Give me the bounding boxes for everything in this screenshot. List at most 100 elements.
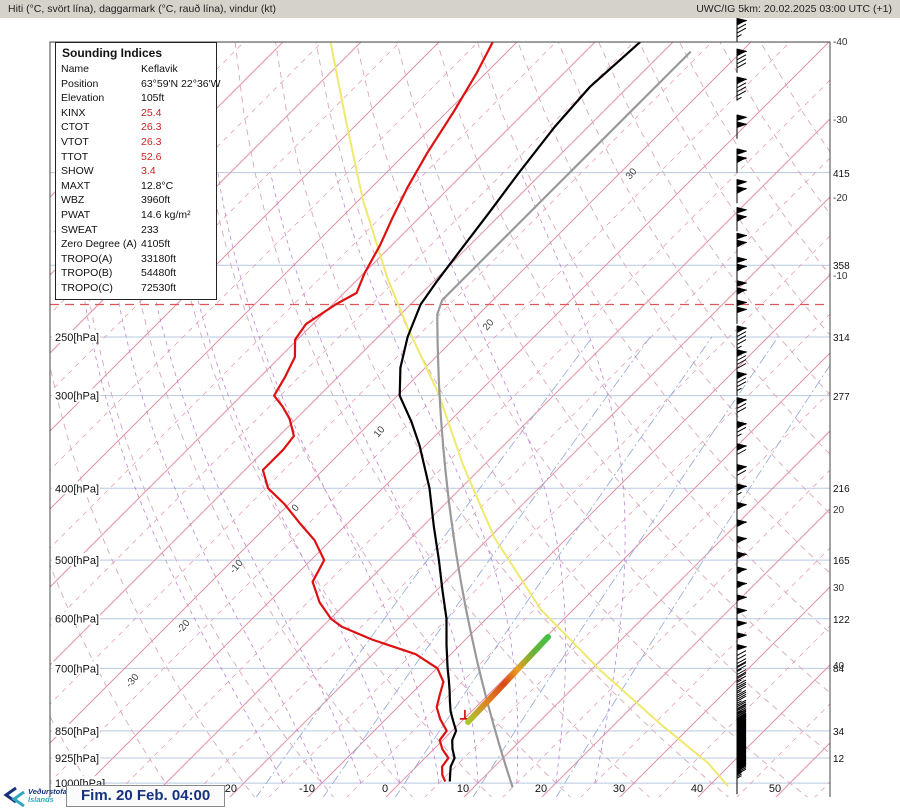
bottom-temp-label: 50 xyxy=(769,783,781,795)
index-label: SWEAT xyxy=(61,223,98,236)
bottom-temp-label: 20 xyxy=(535,783,547,795)
index-row: CTOT 26.3 xyxy=(56,120,216,135)
index-value: 3960ft xyxy=(141,194,171,207)
wind-barb xyxy=(736,206,748,232)
adiabat-label: 30 xyxy=(624,166,640,182)
index-label: WBZ xyxy=(61,194,85,207)
indices-rows: Name Keflavik Position 63°59'N 22°36'W Eleva… xyxy=(56,62,221,296)
index-value: 233 xyxy=(141,223,159,236)
wind-barb xyxy=(736,114,748,139)
moist-adiabat-lines xyxy=(71,172,626,784)
right-height-label: 34 xyxy=(833,727,845,738)
right-height-label: 415 xyxy=(833,169,850,180)
index-value: 26.3 xyxy=(141,121,162,134)
index-value: 105ft xyxy=(141,92,165,105)
pressure-label: 600[hPa] xyxy=(55,614,99,626)
index-value: 52.6 xyxy=(141,150,162,163)
index-label: PWAT xyxy=(61,208,91,221)
logo-text: Veðurstofa Íslands xyxy=(28,788,67,804)
icao-standard-atmosphere-line xyxy=(436,50,692,788)
index-value: 3.4 xyxy=(141,165,156,178)
index-row: MAXT 12.8°C xyxy=(56,179,216,194)
right-temp-label: 20 xyxy=(833,505,845,516)
index-value: Keflavik xyxy=(141,63,178,75)
index-label: TROPO(C) xyxy=(61,281,113,294)
index-value: 12.8°C xyxy=(141,179,174,192)
bottom-temp-label: 40 xyxy=(691,783,703,795)
wind-barb xyxy=(736,17,748,43)
reference-curve-yellow-line xyxy=(329,42,729,787)
index-value: 63°59'N 22°36'W xyxy=(141,77,221,90)
index-label: KINX xyxy=(61,106,86,119)
pressure-label: 925[hPa] xyxy=(55,753,99,765)
index-row: SHOW 3.4 xyxy=(56,164,216,179)
hodograph-trace xyxy=(465,634,551,725)
right-height-label: 12 xyxy=(833,754,845,765)
right-height-label: 314 xyxy=(833,333,850,344)
wind-barb xyxy=(736,397,748,422)
wind-barb xyxy=(736,232,748,257)
dry-adiabat-lines xyxy=(50,42,830,798)
legend-text: Hiti (°C, svört lína), daggarmark (°C, r… xyxy=(8,3,277,15)
index-value: 4105ft xyxy=(141,238,171,251)
right-height-label: 84 xyxy=(833,664,845,675)
dewpoint-line xyxy=(261,42,494,782)
top-bar: Hiti (°C, svört lína), daggarmark (°C, r… xyxy=(0,0,900,18)
right-height-label: 165 xyxy=(833,556,850,567)
index-row: PWAT 14.6 kg/m² xyxy=(56,208,216,223)
right-temp-label: -30 xyxy=(833,115,848,126)
sounding-indices-panel: Sounding Indices Name Keflavik Position 63°… xyxy=(55,42,221,300)
right-height-label: 122 xyxy=(833,615,850,626)
pressure-label: 400[hPa] xyxy=(55,483,99,495)
index-label: TTOT xyxy=(61,150,89,163)
index-label: TROPO(B) xyxy=(61,267,113,280)
wind-barb xyxy=(736,325,748,350)
index-row: VTOT 26.3 xyxy=(56,135,216,150)
index-label: Elevation xyxy=(61,92,105,105)
adiabat-label: 20 xyxy=(481,317,497,333)
wind-barb xyxy=(736,650,747,680)
wind-barb xyxy=(736,76,748,101)
right-height-label: 358 xyxy=(833,261,850,272)
wind-barb xyxy=(736,299,748,324)
pressure-label: 500[hPa] xyxy=(55,555,99,567)
pressure-label: 300[hPa] xyxy=(55,391,99,403)
wind-barb xyxy=(736,48,748,73)
adiabat-label: 10 xyxy=(372,424,388,440)
wind-barb xyxy=(736,349,748,374)
logo-arrows-icon xyxy=(3,786,25,807)
index-row: TROPO(C) 72530ft xyxy=(56,281,216,296)
wind-barb xyxy=(736,148,748,173)
index-label: SHOW xyxy=(61,165,94,178)
pressure-label: 700[hPa] xyxy=(55,663,99,675)
index-label: Position xyxy=(61,77,99,90)
wind-barb xyxy=(736,594,748,619)
indices-title: Sounding Indices xyxy=(62,46,163,60)
bottom-temp-label: 0 xyxy=(382,783,388,795)
index-row: TTOT 52.6 xyxy=(56,150,216,165)
index-row: Position 63°59'N 22°36'W xyxy=(56,77,221,92)
axis-labels: 250[hPa] 300[hPa] 400[hPa] 500[hPa] 600[hPa]… xyxy=(52,37,850,795)
bottom-temp-label: 10 xyxy=(457,783,469,795)
right-temp-label: -10 xyxy=(833,271,848,282)
right-height-label: 277 xyxy=(833,392,850,403)
adiabat-label: -30 xyxy=(124,671,142,689)
index-label: VTOT xyxy=(61,135,89,148)
index-row: Zero Degree (A) 4105ft xyxy=(56,237,216,252)
index-label: CTOT xyxy=(61,121,90,134)
footer-strip xyxy=(0,797,900,808)
index-row: TROPO(A) 33180ft xyxy=(56,252,216,267)
index-row: Name Keflavik xyxy=(56,62,216,77)
wind-barb xyxy=(736,443,748,468)
logo-line-2: Íslands xyxy=(28,795,54,804)
right-temp-label: 30 xyxy=(833,583,845,594)
right-temp-label: 40 xyxy=(833,661,845,672)
temperature-line xyxy=(398,42,641,782)
mixing-ratio-lines xyxy=(255,336,830,798)
wind-barb xyxy=(736,607,748,632)
wind-barb xyxy=(736,178,748,204)
pressure-label: 250[hPa] xyxy=(55,332,99,344)
index-value: 33180ft xyxy=(141,252,177,265)
index-value: 72530ft xyxy=(141,281,177,294)
